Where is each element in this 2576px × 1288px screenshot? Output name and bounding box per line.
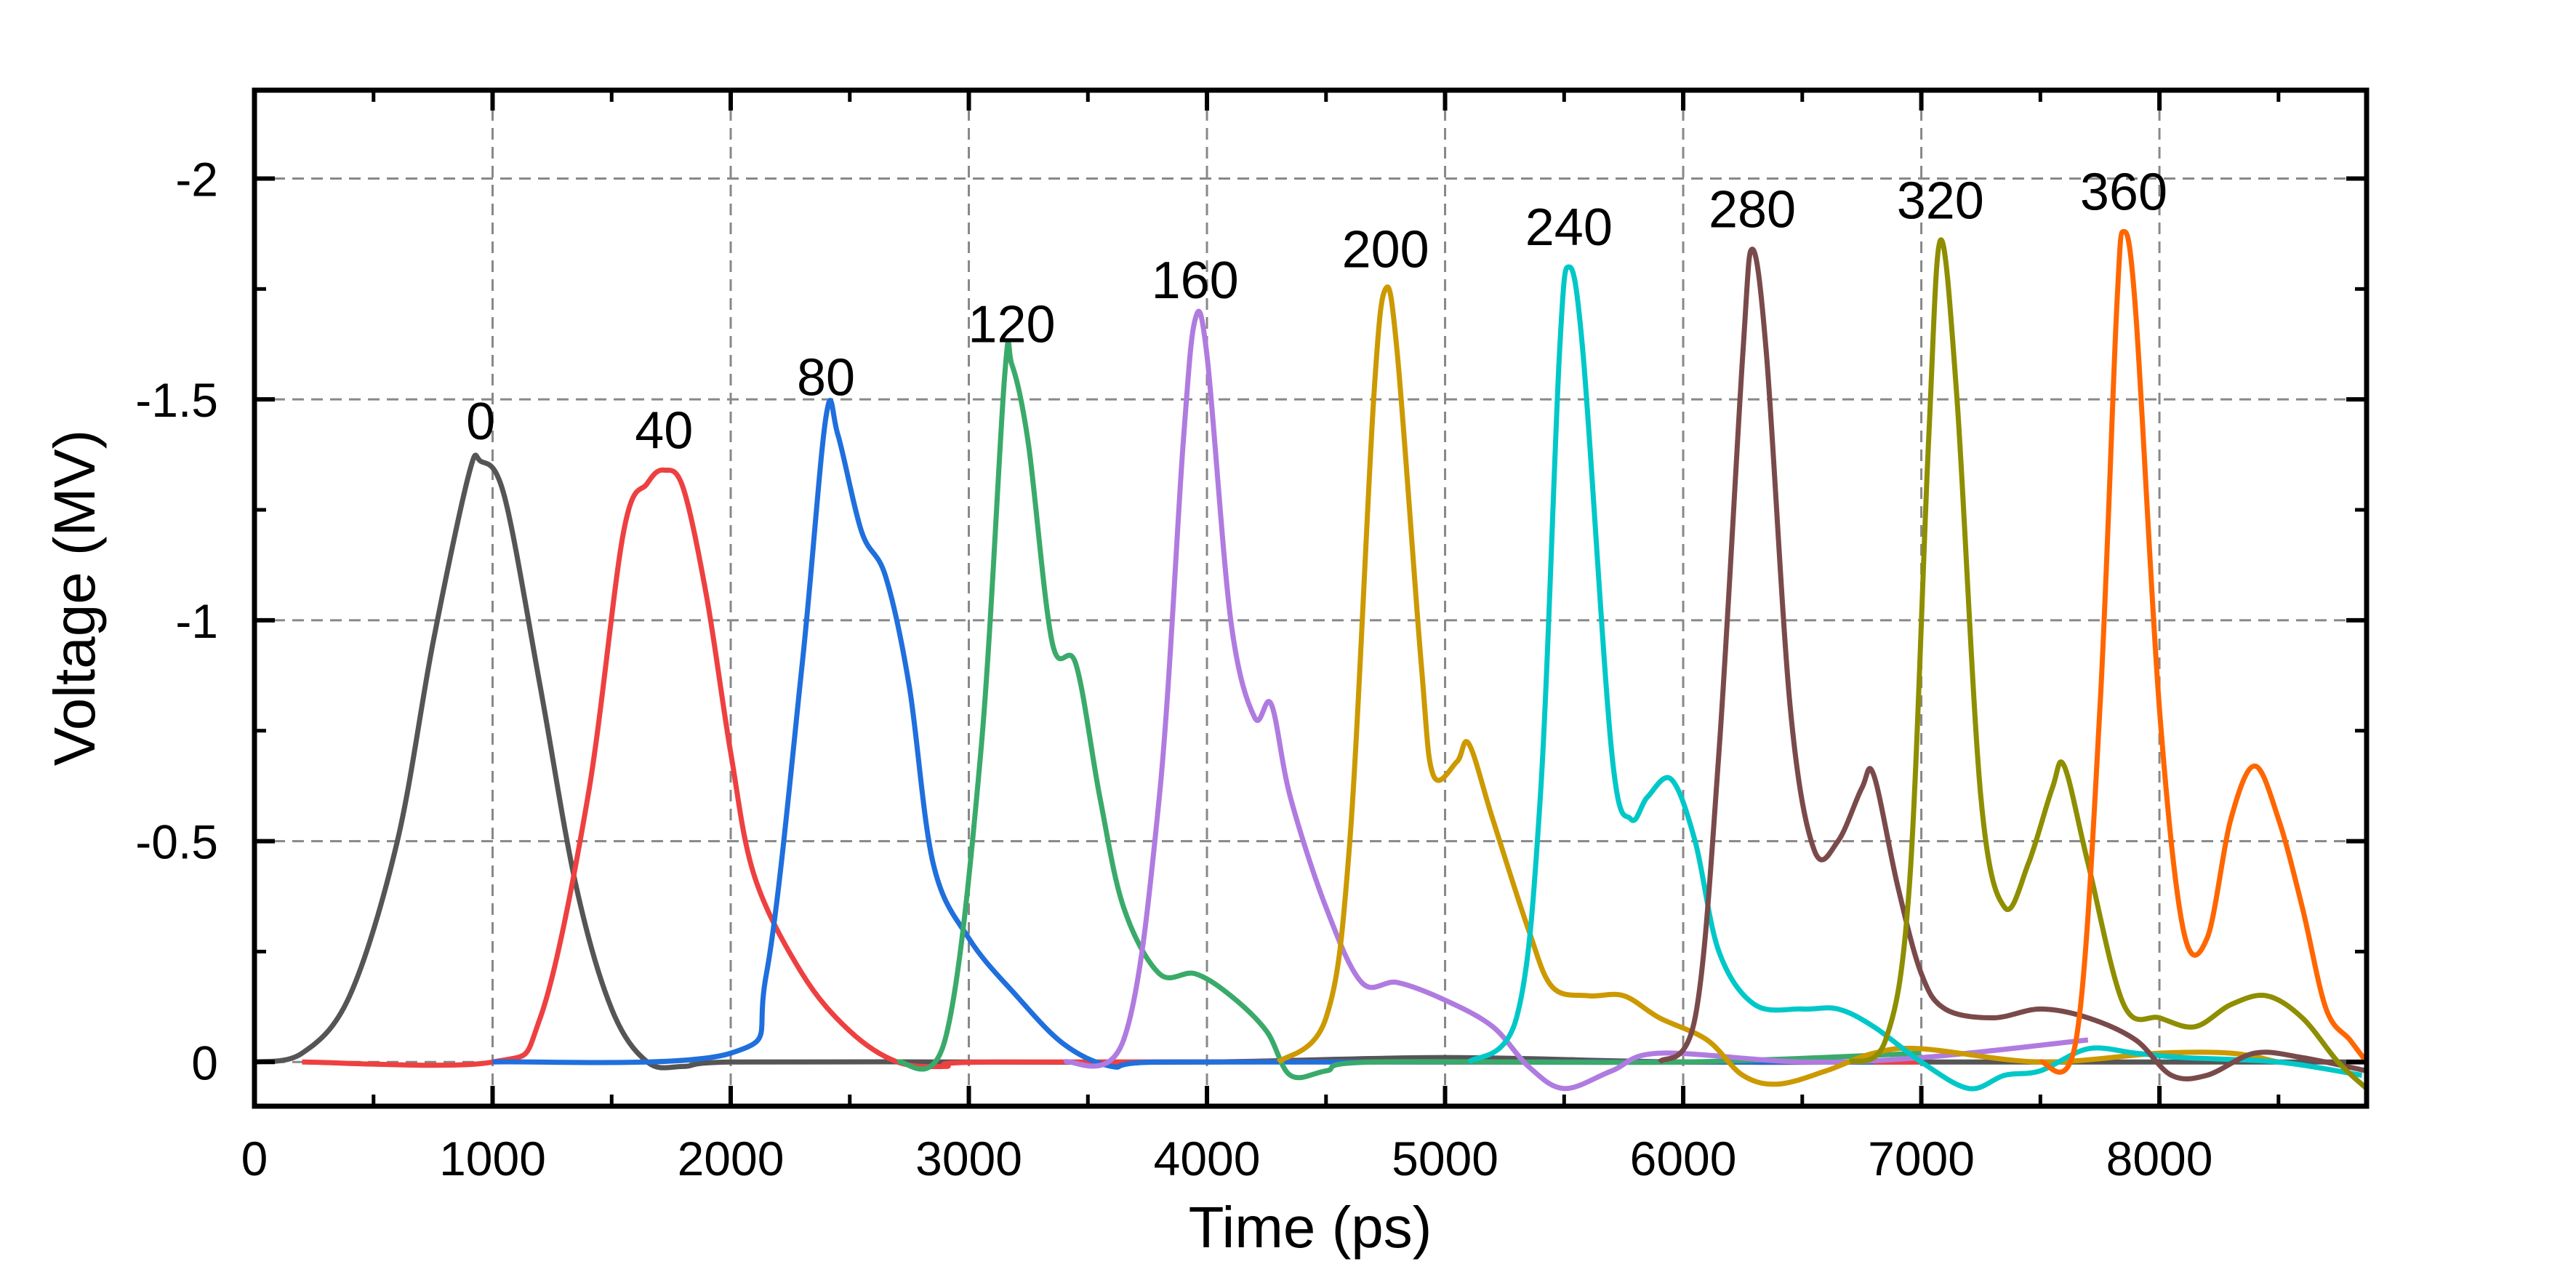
peak-label-160: 160	[1152, 252, 1239, 310]
peak-label-120: 120	[968, 296, 1055, 354]
peak-label-40: 40	[635, 401, 693, 460]
x-tick-label: 2000	[678, 1132, 785, 1185]
x-tick-label: 1000	[439, 1132, 546, 1185]
peak-label-240: 240	[1525, 199, 1613, 257]
x-tick-label: 7000	[1868, 1132, 1975, 1185]
peak-label-0: 0	[466, 393, 495, 451]
peak-label-200: 200	[1342, 220, 1429, 279]
series-line-280	[1657, 247, 2367, 1081]
y-tick-label: -1	[175, 594, 218, 648]
x-tick-label: 5000	[1392, 1132, 1498, 1185]
x-tick-label: 6000	[1630, 1132, 1737, 1185]
x-tick-label: 3000	[915, 1132, 1022, 1185]
peak-label-280: 280	[1709, 181, 1796, 239]
series-line-160	[1063, 308, 2089, 1092]
y-axis-label: Voltage (MV)	[42, 430, 107, 766]
series-line-240	[1466, 264, 2362, 1092]
y-tick-label: -1.5	[135, 373, 218, 427]
series-line-120	[896, 339, 1922, 1081]
grid	[254, 90, 2367, 1106]
peak-labels: 0 40 80 120 160 200 240 280 320 360	[466, 163, 2167, 460]
x-tick-label: 0	[241, 1132, 268, 1185]
series-line-360	[2039, 228, 2369, 1075]
x-tick-label: 8000	[2106, 1132, 2213, 1185]
peak-label-80: 80	[797, 348, 855, 407]
series-line-40	[302, 467, 1922, 1070]
series-line-320	[1848, 237, 2369, 1091]
peak-label-320: 320	[1897, 172, 1984, 231]
y-tick-label: -0.5	[135, 815, 218, 869]
series-line-0	[254, 452, 2367, 1071]
plot-frame	[252, 87, 2370, 1109]
axes: 0 1000 2000 3000 4000 5000 6000 7000 8000-2-1.5-…	[135, 87, 2370, 1185]
x-tick-label: 4000	[1154, 1132, 1261, 1185]
series-line-200	[1276, 284, 2279, 1087]
peak-label-360: 360	[2080, 163, 2167, 221]
series-lines	[254, 228, 2369, 1092]
series-line-80	[492, 398, 1874, 1070]
y-tick-label: 0	[191, 1036, 218, 1089]
x-axis-label: Time (ps)	[1189, 1195, 1432, 1260]
y-tick-label: -2	[175, 152, 218, 206]
